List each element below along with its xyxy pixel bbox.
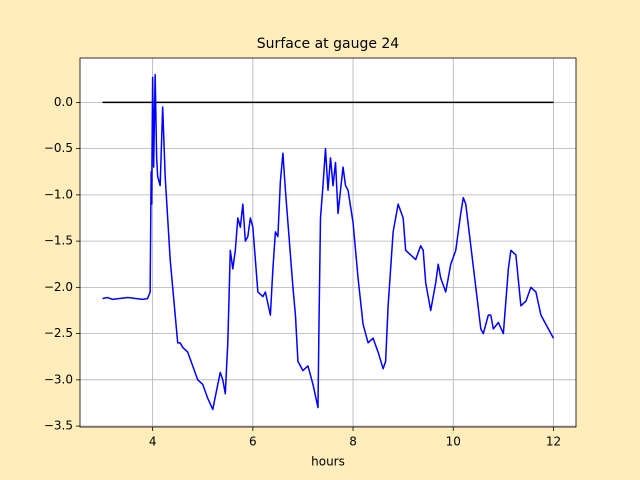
axes-frame — [79, 57, 577, 428]
y-tick-label: −0.5 — [44, 141, 73, 155]
y-tick-label: −1.0 — [44, 187, 73, 201]
data-line — [102, 73, 555, 411]
chart-title: Surface at gauge 24 — [257, 36, 399, 52]
x-tick-label: 12 — [546, 435, 561, 449]
y-tick-label: −3.5 — [44, 419, 73, 433]
x-tick-label: 4 — [149, 435, 157, 449]
y-tick-label: −2.5 — [44, 326, 73, 340]
y-tick-label: −1.5 — [44, 234, 73, 248]
x-tick-label: 6 — [249, 435, 257, 449]
y-tick-label: 0.0 — [54, 95, 73, 109]
y-tick-label: −3.0 — [44, 372, 73, 386]
x-tick-label: 10 — [446, 435, 461, 449]
y-tick-label: −2.0 — [44, 280, 73, 294]
x-tick-label: 8 — [349, 435, 357, 449]
x-axis-label: hours — [311, 455, 345, 469]
